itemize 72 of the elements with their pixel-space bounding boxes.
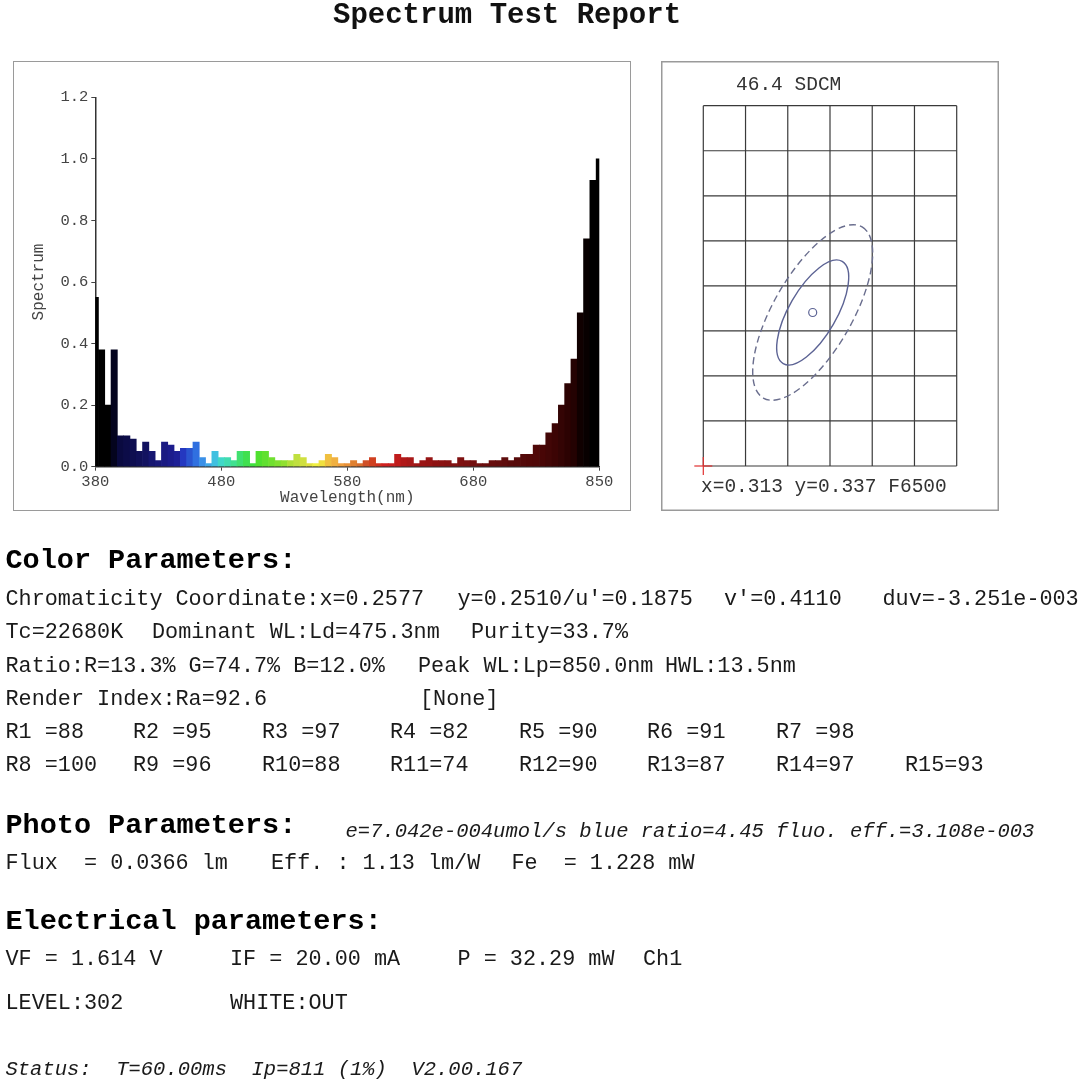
text: R9 =96: [133, 753, 212, 779]
bar: [293, 454, 301, 467]
text: y=0.2510/u'=0.1875: [457, 587, 693, 613]
text: Tc=22680K: [5, 620, 124, 647]
text: R12=90: [519, 753, 598, 779]
text: duv=-3.251e-003: [882, 587, 1079, 613]
bar: [205, 463, 213, 467]
text: R14=97: [776, 753, 855, 779]
text: R15=93: [905, 753, 984, 779]
text: e=7.042e-004umol/s blue ratio=4.45 fluo. eff.=3.108e-003: [345, 818, 1035, 844]
bar: [299, 457, 307, 467]
text: IF = 20.00 mA: [230, 947, 401, 974]
bar: [110, 349, 118, 467]
text: Render Index:Ra=92.6: [5, 686, 268, 713]
text: Purity=33.7%: [471, 620, 628, 647]
y-tick-label: 0.8: [60, 211, 89, 230]
text: LEVEL:302: [5, 990, 124, 1017]
text: Electrical parameters:: [5, 905, 382, 940]
text: [None]: [420, 686, 499, 713]
text: R2 =95: [133, 719, 212, 746]
y-tick-label: 1.0: [60, 149, 89, 168]
bar: [268, 457, 276, 467]
bar: [192, 441, 200, 467]
bar: [186, 447, 194, 467]
text: WHITE:OUT: [230, 990, 348, 1017]
x-tick-label: 480: [207, 473, 236, 492]
text: R10=88: [262, 753, 341, 779]
text: Peak WL:Lp=850.0nm: [418, 653, 654, 680]
x-tick-label: 680: [459, 473, 488, 492]
text: v'=0.4110: [724, 587, 842, 613]
text: Dominant WL:Ld=475.3nm: [152, 620, 440, 647]
bar: [249, 463, 257, 467]
text: P = 32.29 mW: [457, 947, 615, 974]
y-tick-label: 0.6: [60, 273, 89, 292]
text: HWL:13.5nm: [665, 653, 796, 680]
bar: [243, 450, 250, 467]
bar: [356, 463, 364, 467]
y-axis-title: Spectrum: [29, 243, 48, 321]
text: Ch1: [643, 947, 683, 974]
text: x=0.313 y=0.337 F6500: [701, 475, 947, 499]
bar: [312, 463, 320, 467]
text: Ratio:R=13.3% G=74.7% B=12.0%: [5, 653, 385, 680]
text: R1 =88: [5, 719, 84, 746]
text: Eff. : 1.13 lm/W: [271, 850, 481, 877]
text: R13=87: [647, 753, 726, 779]
text: R3 =97: [262, 719, 341, 746]
text: Flux = 0.0366 lm: [5, 850, 228, 877]
x-tick-label: 380: [81, 473, 110, 492]
y-tick-label: 0.0: [60, 457, 89, 476]
text: R6 =91: [647, 719, 726, 746]
text: Color Parameters:: [5, 543, 297, 578]
text: R7 =98: [776, 719, 855, 746]
x-tick-label: 850: [585, 473, 614, 492]
text: R5 =90: [519, 719, 598, 746]
text: R4 =82: [390, 719, 469, 746]
text: Photo Parameters:: [5, 809, 297, 844]
bar: [198, 457, 206, 467]
y-tick-label: 1.2: [60, 88, 89, 107]
bar: [331, 457, 339, 467]
bar: [230, 460, 238, 467]
text: VF = 1.614 V: [5, 947, 163, 974]
chart-title: Spectrum Test Report: [333, 0, 682, 32]
text: R11=74: [390, 753, 469, 779]
bar: [375, 463, 383, 467]
text: 46.4 SDCM: [736, 73, 842, 97]
y-tick-label: 0.2: [60, 396, 89, 415]
text: Fe = 1.228 mW: [511, 850, 695, 877]
y-tick-label: 0.4: [60, 334, 89, 353]
text: R8 =100: [5, 753, 98, 779]
text: Status: T=60.00ms Ip=811 (1%) V2.00.167: [5, 1057, 523, 1082]
bar: [369, 457, 376, 467]
text: Chromaticity Coordinate:x=0.2577: [5, 587, 425, 613]
